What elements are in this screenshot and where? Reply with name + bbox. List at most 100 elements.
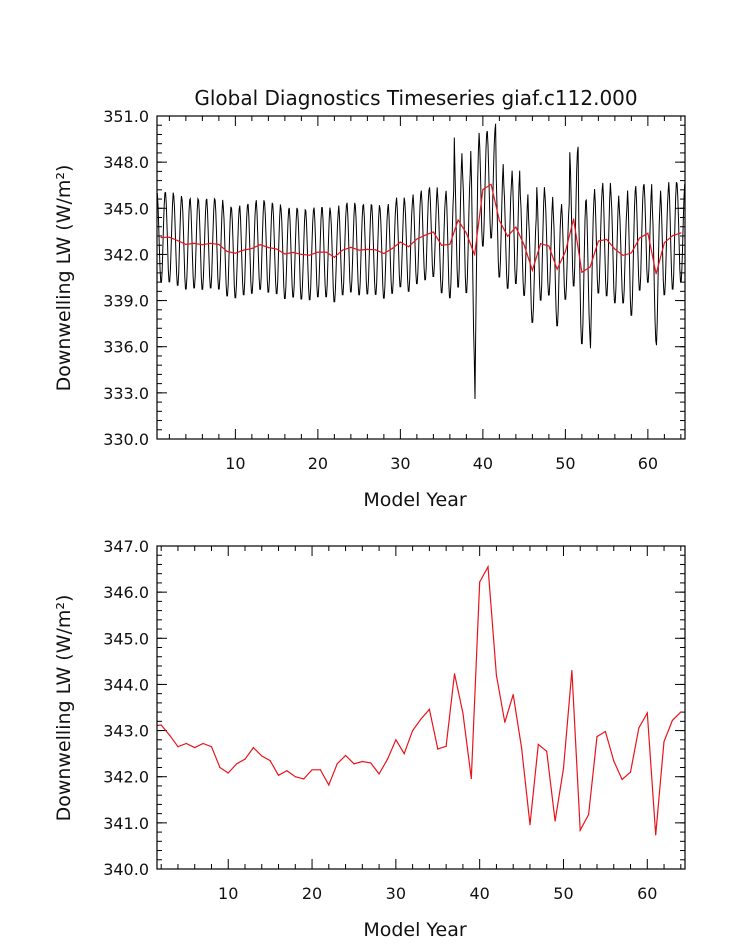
top-y-tick-label: 330.0 [103,430,149,449]
annual-mean-point-top [210,242,212,244]
annual-mean-point-bottom [185,742,187,745]
annual-mean-point-bottom [378,773,380,775]
bottom-y-tick-label: 346.0 [103,583,149,602]
annual-mean-point-top [540,243,542,245]
annual-mean-point-top [589,266,591,268]
annual-mean-point-bottom [361,760,363,763]
annual-mean-point-bottom [336,763,338,765]
annual-mean-point-bottom [554,820,556,822]
annual-mean-point-bottom [194,747,196,749]
annual-mean-point-bottom [453,673,456,675]
top-y-tick-label: 336.0 [103,338,149,357]
bottom-y-tick-label: 341.0 [103,814,149,833]
top-x-tick-label: 50 [555,454,575,473]
annual-mean-point-bottom [487,566,489,568]
annual-mean-point-top [201,244,203,246]
annual-mean-point-top [226,250,228,252]
annual-mean-point-top [515,226,517,228]
bottom-x-tick-label: 60 [637,884,657,903]
bottom-y-tick-label: 345.0 [103,629,149,648]
annual-mean-point-bottom [412,729,414,732]
annual-mean-point-top [614,248,616,250]
annual-mean-point-top [309,254,311,256]
annual-mean-point-top [597,240,599,242]
annual-mean-point-bottom [629,771,632,773]
annual-mean-point-bottom [294,776,296,778]
top-annual-mean-series [160,183,682,275]
annual-mean-point-top [358,249,360,251]
top-x-tick-label: 60 [638,454,658,473]
annual-mean-point-bottom [210,746,213,748]
annual-mean-point-top [399,241,401,243]
annual-mean-point-bottom [479,581,481,583]
bottom-x-tick-label: 40 [469,884,489,903]
annual-mean-point-bottom [269,759,271,762]
bottom-y-axis-title: Downwelling LW (W/m²) [53,595,75,822]
top-y-axis-title: Downwelling LW (W/m²) [53,165,75,392]
annual-mean-point-bottom [395,739,397,741]
annual-mean-point-top [218,243,220,246]
annual-mean-point-bottom [244,758,246,760]
annual-mean-point-top [259,244,261,246]
annual-mean-point-bottom [588,813,590,816]
annual-mean-point-top [564,251,566,253]
annual-mean-point-top [251,247,253,250]
annual-mean-point-bottom [177,746,179,748]
annual-mean-point-top [465,232,467,234]
annual-mean-point-top [160,236,162,239]
top-y-tick-label: 351.0 [103,107,149,126]
annual-mean-point-top [606,238,608,240]
bottom-x-tick-label: 50 [553,884,573,903]
annual-mean-point-top [573,218,575,220]
bottom-y-tick-label: 342.0 [103,768,149,787]
annual-mean-point-top [383,252,385,255]
annual-mean-point-top [284,253,286,255]
bottom-x-axis: 10 20 30 40 50 60 [160,546,682,903]
annual-mean-point-bottom [546,750,548,752]
top-y-tick-label: 345.0 [103,199,149,218]
annual-mean-point-top [647,232,649,234]
annual-mean-point-top [416,238,418,240]
annual-mean-point-bottom [386,758,389,760]
annual-mean-point-top [234,252,236,254]
bottom-y-axis: 340.0 341.0 342.0 343.0 344.0 345.0 346.0 347.0 [103,537,685,879]
top-plot-frame [156,115,686,440]
annual-mean-point-bottom [663,741,665,743]
annual-mean-point-bottom [420,718,422,720]
annual-mean-point-bottom [571,669,573,672]
annual-mean-point-bottom [277,774,280,776]
annual-mean-point-top [630,252,632,254]
annual-mean-line-bottom [156,564,682,835]
annual-mean-point-bottom [529,824,531,826]
annual-mean-point-top [482,188,484,191]
annual-mean-point-top [498,219,500,222]
annual-mean-point-bottom [613,760,615,762]
annual-mean-point-top [432,231,434,233]
annual-mean-point-bottom [160,724,162,726]
bottom-y-tick-label: 340.0 [103,860,149,879]
annual-mean-point-bottom [562,767,565,770]
top-y-tick-label: 342.0 [103,245,149,264]
annual-mean-point-bottom [470,777,472,780]
annual-mean-point-bottom [579,829,581,831]
bottom-x-tick-label: 30 [386,884,406,903]
annual-mean-point-top [655,273,657,275]
annual-mean-point-top [556,268,558,270]
annual-mean-point-bottom [227,772,229,774]
monthly-series-line [156,123,686,400]
top-x-tick-label: 20 [308,454,328,473]
annual-mean-point-top [408,246,410,248]
annual-mean-point-bottom [428,708,430,710]
annual-mean-point-bottom [344,754,347,757]
annual-mean-point-top [581,271,583,273]
bottom-plot-frame [156,545,686,870]
annual-mean-point-top [333,256,335,258]
annual-mean-point-top [639,237,641,239]
annual-mean-line-top [161,183,682,274]
top-x-axis: 10 20 30 40 50 60 [168,116,682,473]
bottom-annual-mean-series [156,564,682,836]
annual-mean-point-bottom [512,693,514,696]
top-x-tick-label: 10 [225,454,245,473]
annual-mean-point-top [193,242,195,244]
